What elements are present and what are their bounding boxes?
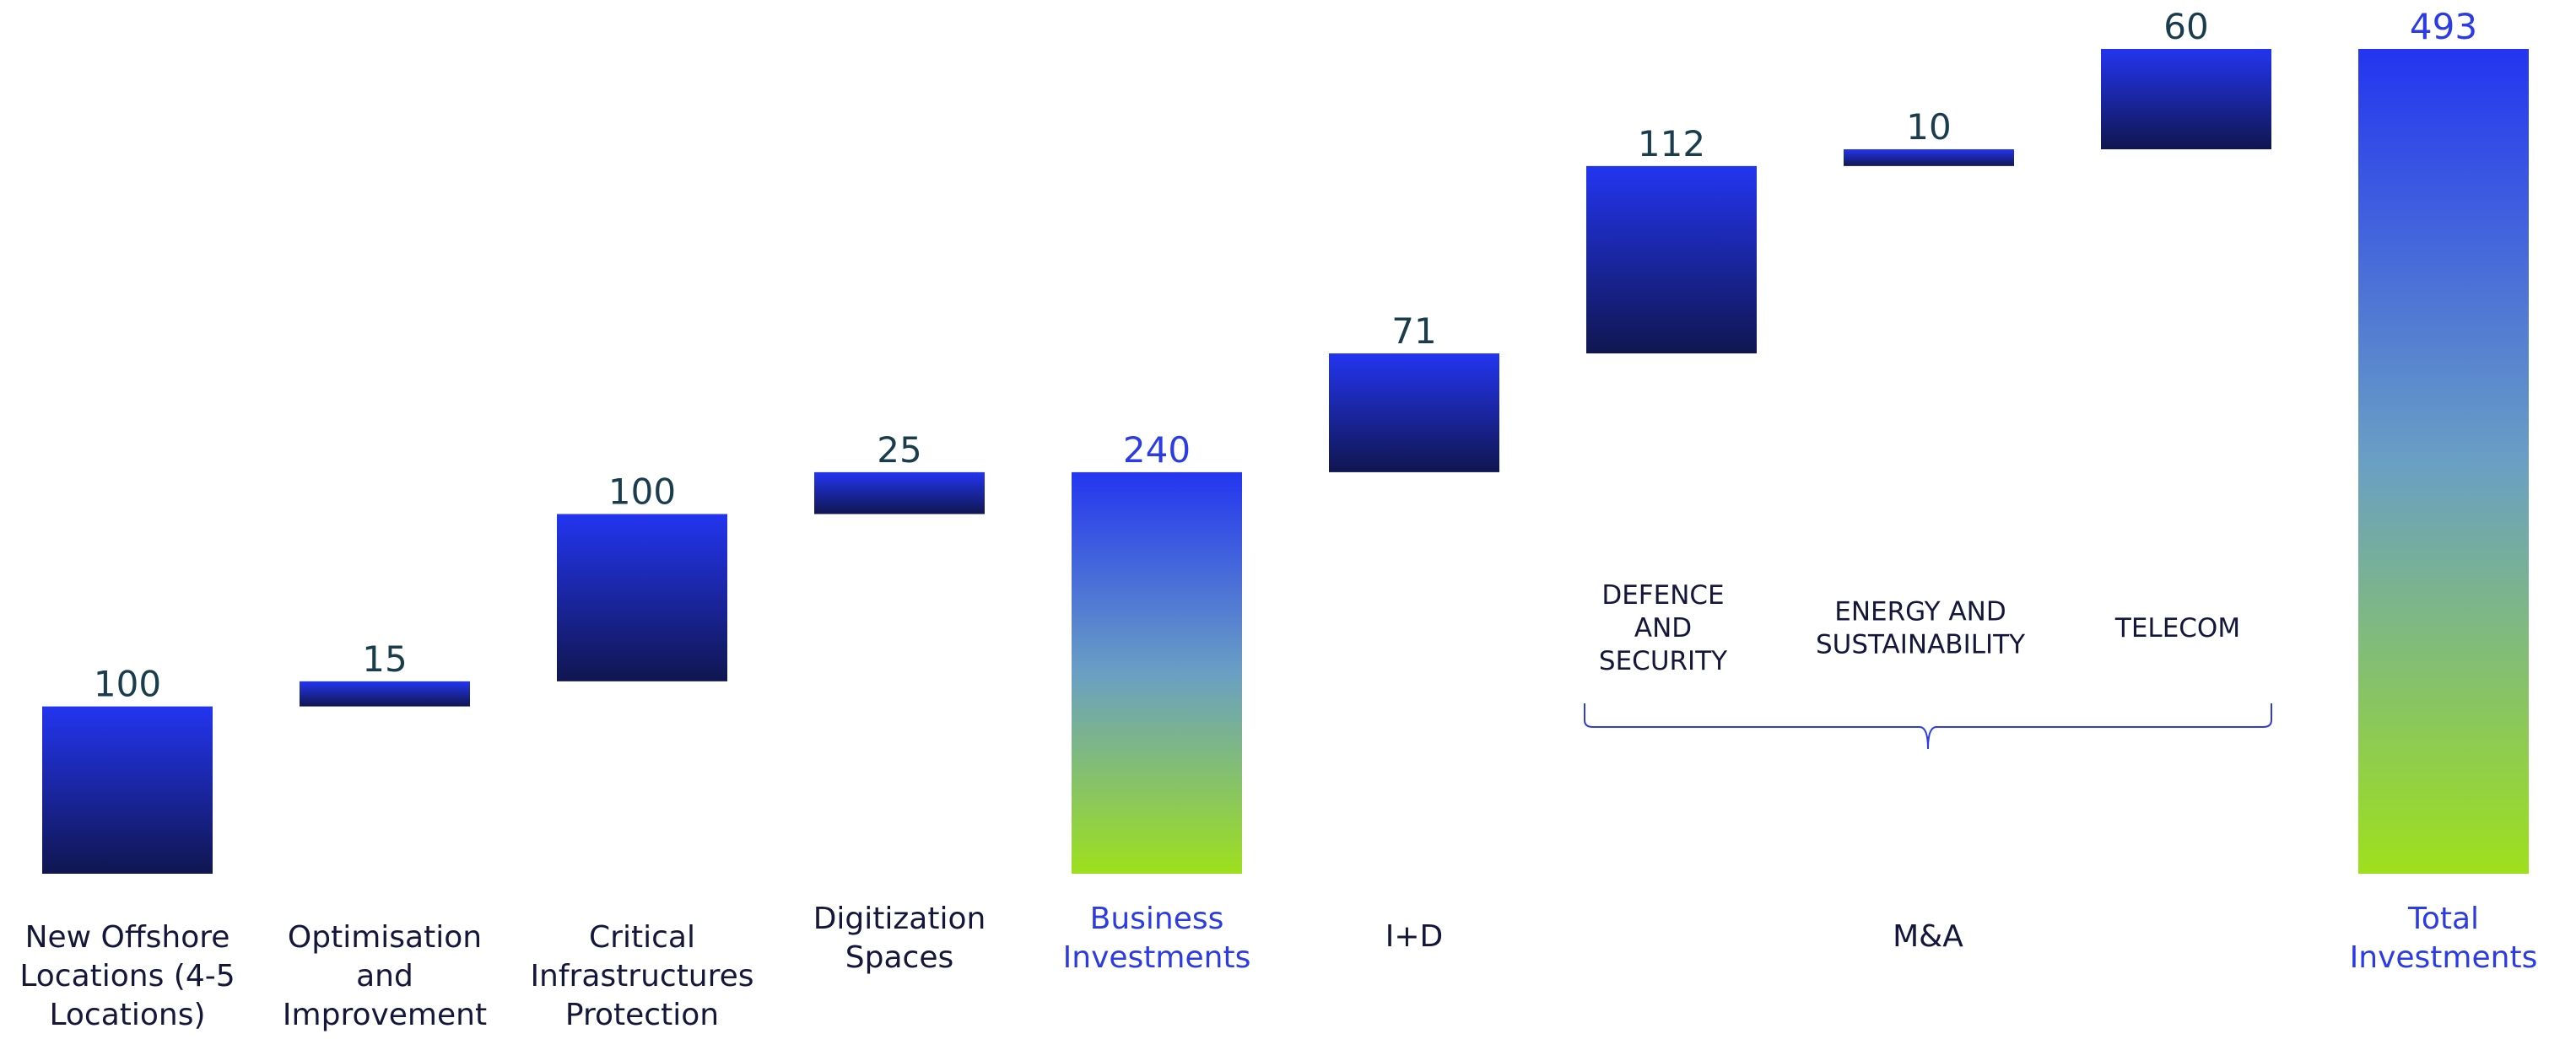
- category-labels-layer: New Offshore Locations (4-5 Locations) Opti…: [19, 580, 2537, 1032]
- value-label-digitization-spaces: 25: [877, 429, 921, 471]
- ma-group-bracket: [1584, 703, 2272, 750]
- subcategory-label-defence-and-security: DEFENCE AND SECURITY: [1599, 580, 1727, 676]
- bar-telecom: [2101, 49, 2271, 150]
- bar-total-investments: [2358, 49, 2529, 874]
- bar-new-offshore-locations-4-5-locations: [42, 706, 213, 874]
- category-label-new-offshore-locations-4-5-locations: New Offshore Locations (4-5 Locations): [19, 920, 235, 1032]
- value-label-critical-infrastructures-protection: 100: [608, 471, 676, 512]
- subcategory-label-telecom: TELECOM: [2114, 613, 2240, 643]
- subcategory-label-energy-and-sustainability: ENERGY AND SUSTAINABILITY: [1816, 597, 2025, 660]
- bar-critical-infrastructures-protection: [557, 514, 727, 681]
- category-label-optimisation-and-improvement: Optimisation and Improvement: [283, 920, 487, 1032]
- value-label-total-investments: 493: [2410, 6, 2477, 47]
- category-label-digitization-spaces: Digitization Spaces: [813, 902, 986, 975]
- bar-business-investments: [1072, 471, 1242, 874]
- category-label-total-investments: Total Investments: [2350, 902, 2538, 975]
- value-label-new-offshore-locations-4-5-locations: 100: [94, 664, 161, 705]
- category-label-i-d: I+D: [1385, 919, 1444, 954]
- value-labels-layer: 100 15 100 25 240 71 112 10 60 493: [94, 6, 2477, 705]
- bar-digitization-spaces: [814, 471, 985, 514]
- category-label-critical-infrastructures-protection: Critical Infrastructures Protection: [530, 920, 753, 1032]
- category-label-business-investments: Business Investments: [1063, 902, 1251, 975]
- value-label-optimisation-and-improvement: 15: [362, 638, 407, 680]
- value-label-business-investments: 240: [1123, 429, 1191, 471]
- bars-layer: [42, 49, 2529, 874]
- bar-defence-and-security: [1586, 165, 1757, 354]
- value-label-energy-and-sustainability: 10: [1906, 106, 1951, 148]
- bar-optimisation-and-improvement: [300, 681, 470, 707]
- category-label-ma: M&A: [1893, 919, 1963, 954]
- value-label-telecom: 60: [2163, 6, 2208, 47]
- bar-energy-and-sustainability: [1844, 149, 2014, 166]
- bar-i-d: [1329, 353, 1499, 472]
- ma-group-layer: M&A: [1584, 703, 2272, 954]
- value-label-defence-and-security: 112: [1638, 123, 1705, 164]
- value-label-i-d: 71: [1391, 310, 1436, 352]
